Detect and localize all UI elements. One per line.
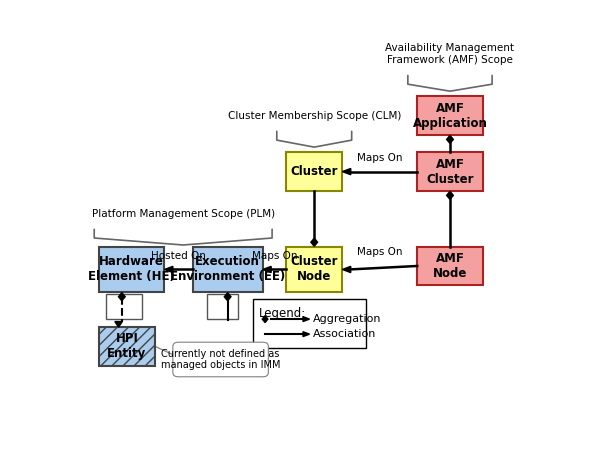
Polygon shape	[263, 266, 271, 272]
FancyBboxPatch shape	[193, 247, 263, 292]
Text: Platform Management Scope (PLM): Platform Management Scope (PLM)	[92, 209, 275, 219]
Text: HPI
Entity: HPI Entity	[108, 332, 147, 360]
Text: AMF
Node: AMF Node	[433, 252, 467, 280]
FancyBboxPatch shape	[254, 299, 366, 348]
Polygon shape	[342, 266, 351, 272]
FancyBboxPatch shape	[417, 153, 483, 191]
Text: Maps On: Maps On	[357, 153, 402, 163]
Text: Hosted On: Hosted On	[151, 251, 206, 261]
Polygon shape	[118, 293, 125, 301]
FancyBboxPatch shape	[99, 327, 155, 365]
Text: Association: Association	[313, 329, 377, 339]
Text: Cluster
Node: Cluster Node	[291, 256, 338, 283]
Polygon shape	[342, 168, 351, 175]
Polygon shape	[262, 316, 268, 323]
Text: Currently not defined as
managed objects in IMM: Currently not defined as managed objects…	[161, 349, 280, 370]
FancyBboxPatch shape	[173, 342, 268, 377]
Text: Maps On: Maps On	[357, 247, 402, 257]
Text: AMF
Application: AMF Application	[413, 102, 487, 130]
Text: Aggregation: Aggregation	[313, 314, 382, 324]
Text: AMF
Cluster: AMF Cluster	[426, 158, 474, 186]
FancyBboxPatch shape	[286, 247, 342, 292]
Text: Hardware
Element (HE): Hardware Element (HE)	[88, 256, 175, 283]
Polygon shape	[311, 238, 318, 246]
FancyBboxPatch shape	[207, 294, 238, 319]
Polygon shape	[303, 317, 310, 321]
Polygon shape	[446, 135, 454, 143]
FancyBboxPatch shape	[99, 247, 164, 292]
FancyBboxPatch shape	[286, 153, 342, 191]
Text: Cluster: Cluster	[291, 165, 338, 178]
Text: Legend:: Legend:	[259, 307, 306, 320]
Text: Availability Management
Framework (AMF) Scope: Availability Management Framework (AMF) …	[385, 44, 515, 65]
Text: Cluster Membership Scope (CLM): Cluster Membership Scope (CLM)	[228, 111, 401, 121]
Polygon shape	[446, 191, 454, 199]
FancyBboxPatch shape	[417, 96, 483, 135]
Text: Execution
Environment (EE): Execution Environment (EE)	[170, 256, 285, 283]
Polygon shape	[115, 321, 122, 327]
FancyBboxPatch shape	[106, 294, 142, 319]
Polygon shape	[164, 266, 173, 272]
Polygon shape	[303, 332, 310, 336]
Text: Maps On: Maps On	[252, 251, 297, 261]
FancyBboxPatch shape	[417, 247, 483, 285]
Polygon shape	[224, 293, 231, 301]
